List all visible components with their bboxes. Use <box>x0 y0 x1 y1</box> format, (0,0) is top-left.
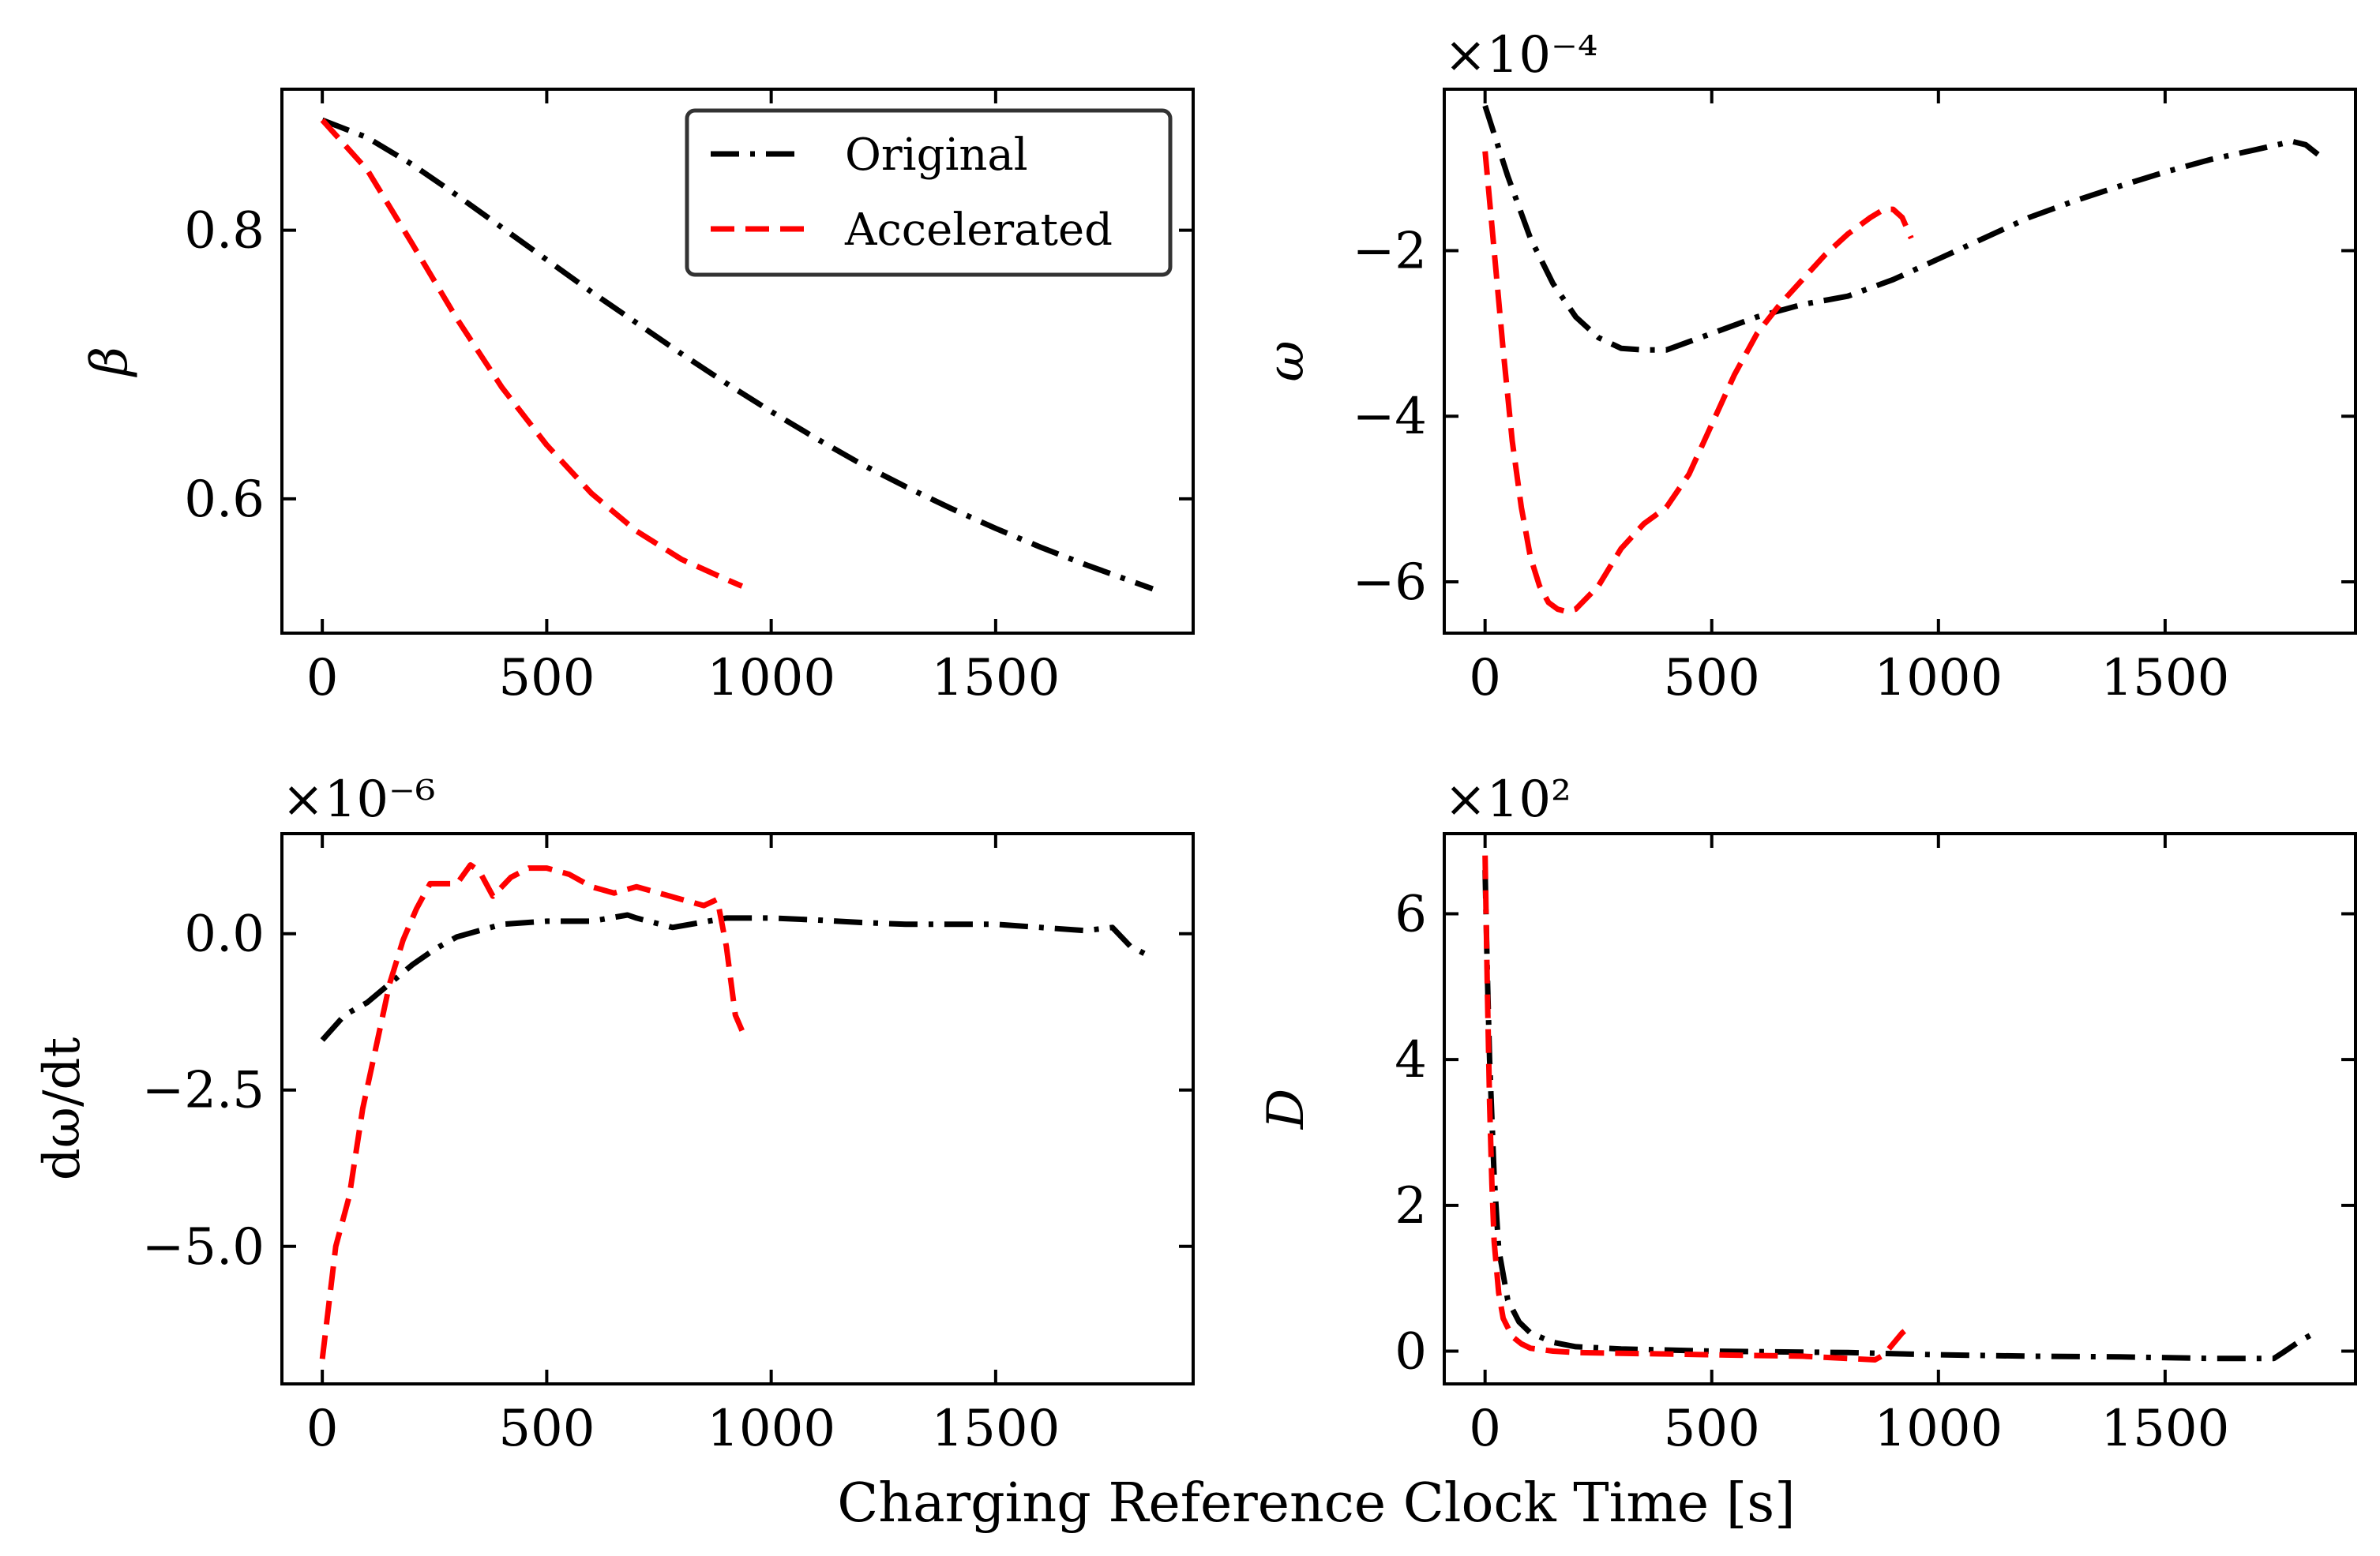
series-line-accelerated <box>1482 151 1914 615</box>
y-axis-label: ω <box>1257 340 1316 381</box>
y-tick-label: −6 <box>1353 553 1427 612</box>
x-tick-label: 500 <box>498 649 595 707</box>
y-axis-label: D <box>1257 1089 1316 1130</box>
series-line-accelerated <box>319 862 745 1359</box>
y-tick-label: 2 <box>1395 1177 1427 1235</box>
y-axis-multiplier: ×10⁻⁶ <box>282 771 436 829</box>
panel-beta: 0 500 1000 1500 0.6 0.8 β Original Accelerated <box>81 88 1195 707</box>
panel-omega: 0 500 1000 1500 −6 −4 −2 ω ×10⁻⁴ <box>1257 26 2357 707</box>
y-tick-label: 0.0 <box>184 905 265 964</box>
axes-frame <box>280 88 1195 635</box>
axes-frame <box>1443 832 2357 1385</box>
series-line-original <box>1482 104 2322 353</box>
y-axis-multiplier: ×10⁻⁴ <box>1444 26 1598 84</box>
x-tick-label: 0 <box>306 1400 339 1458</box>
x-tick-label: 1500 <box>931 1400 1060 1458</box>
series-line-accelerated <box>1482 855 1913 1363</box>
x-tick-label: 1500 <box>931 649 1060 707</box>
legend-label-accelerated: Accelerated <box>844 204 1113 256</box>
y-tick-label: 0.6 <box>184 471 265 529</box>
legend-label-original: Original <box>845 129 1028 181</box>
x-tick-label: 1500 <box>2100 649 2229 707</box>
x-tick-label: 1000 <box>707 1400 835 1458</box>
axes-frame <box>1443 88 2357 635</box>
y-tick-label: −2.5 <box>142 1062 265 1120</box>
y-tick-label: 0 <box>1395 1322 1427 1381</box>
x-tick-label: 1500 <box>2100 1400 2229 1458</box>
series-line-original <box>321 117 1154 592</box>
series-line-original <box>320 912 1150 1042</box>
x-tick-label: 500 <box>498 1400 595 1458</box>
y-tick-label: 4 <box>1395 1031 1427 1089</box>
y-axis-label: dω/dt <box>33 1037 92 1181</box>
x-tick-label: 1000 <box>707 649 835 707</box>
y-axis-label: β <box>81 347 139 377</box>
common-x-axis-label: Charging Reference Clock Time [s] <box>837 1472 1795 1535</box>
y-tick-label: −5.0 <box>142 1218 265 1277</box>
x-tick-label: 0 <box>306 649 339 707</box>
panel-D: 0 500 1000 1500 0 2 4 6 D ×10² <box>1257 771 2357 1458</box>
y-tick-label: −4 <box>1353 388 1427 446</box>
series-line-accelerated <box>320 118 744 589</box>
axes-frame <box>280 832 1195 1385</box>
x-tick-label: 500 <box>1664 649 1760 707</box>
x-tick-label: 0 <box>1469 1400 1501 1458</box>
y-tick-label: −2 <box>1353 222 1427 280</box>
series-line-original <box>1482 870 2321 1362</box>
x-tick-label: 1000 <box>1874 649 2003 707</box>
x-tick-label: 500 <box>1664 1400 1760 1458</box>
y-tick-label: 0.8 <box>184 202 265 261</box>
legend-box <box>685 108 1173 277</box>
y-axis-multiplier: ×10² <box>1444 771 1571 829</box>
x-tick-label: 0 <box>1469 649 1501 707</box>
panel-domega-dt: 0 500 1000 1500 −5.0 −2.5 0.0 dω/dt ×10⁻⁶ <box>33 771 1195 1458</box>
y-tick-label: 6 <box>1395 886 1427 944</box>
x-tick-label: 1000 <box>1874 1400 2003 1458</box>
